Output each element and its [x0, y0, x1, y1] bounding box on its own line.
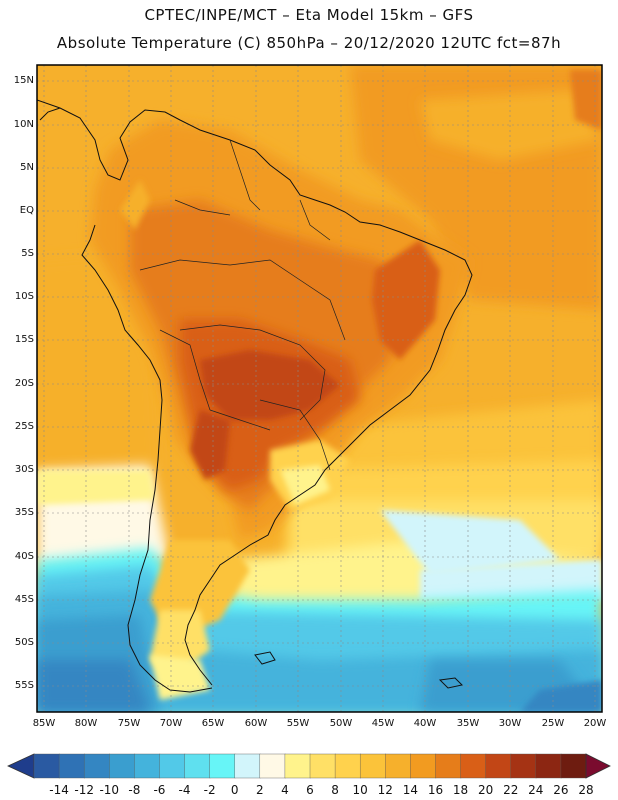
lat-label: 35S	[14, 507, 34, 518]
colorbar-label: -14	[49, 783, 69, 797]
colorbar-segment	[284, 753, 311, 779]
lat-label: 10N	[13, 119, 34, 130]
colorbar-segment	[109, 753, 136, 779]
colorbar-segment	[259, 753, 286, 779]
colorbar-label: 2	[255, 783, 264, 797]
colorbar-segment	[234, 753, 261, 779]
colorbar-label: 28	[578, 783, 594, 797]
colorbar-label: 22	[503, 783, 519, 797]
map-subtitle: Absolute Temperature (C) 850hPa – 20/12/…	[56, 34, 562, 52]
colorbar-low-arrow	[7, 753, 35, 779]
lon-label: 20W	[583, 718, 607, 729]
grid-lines	[37, 65, 602, 712]
coastlines	[37, 99, 473, 693]
lon-label: 65W	[201, 718, 225, 729]
colorbar-label: 12	[377, 783, 393, 797]
colorbar-label: 16	[427, 783, 444, 797]
lat-label: 5S	[21, 248, 34, 259]
colorbar-label: 6	[306, 783, 314, 797]
temperature-field	[37, 65, 602, 712]
colorbar-label: -8	[128, 783, 141, 797]
colorbar-label: -4	[178, 783, 191, 797]
colorbar-segment	[209, 753, 236, 779]
colorbar-label: 0	[230, 783, 239, 797]
colorbar-segment	[385, 753, 412, 779]
colorbar-segment	[460, 753, 487, 779]
colorbar-label: -10	[99, 783, 120, 797]
lat-label: 5N	[20, 162, 34, 173]
colorbar-segment	[485, 753, 512, 779]
colorbar-label: 8	[331, 783, 339, 797]
lat-label: 10S	[14, 291, 34, 302]
colorbar-segment	[134, 753, 161, 779]
colorbar-label: 14	[402, 783, 418, 797]
colorbar-segment	[184, 753, 211, 779]
colorbar-segment	[410, 753, 437, 779]
lat-label: 25S	[14, 421, 34, 432]
lon-label: 75W	[117, 718, 141, 729]
colorbar-label: 20	[477, 783, 494, 797]
colorbar-segment	[33, 753, 60, 779]
lat-label: 15N	[13, 75, 34, 86]
lat-label: 15S	[14, 334, 34, 345]
colorbar-segment	[83, 753, 110, 779]
lon-label: 30W	[498, 718, 522, 729]
lat-label: 40S	[14, 551, 34, 562]
lat-label: 55S	[14, 680, 34, 691]
colorbar-label: 26	[553, 783, 569, 797]
lon-label: 35W	[456, 718, 480, 729]
colorbar-segment	[535, 753, 562, 779]
lon-label: 40W	[413, 718, 437, 729]
colorbar-segment	[334, 753, 361, 779]
lat-label: 30S	[14, 464, 34, 475]
colorbar-label: 4	[281, 783, 289, 797]
colorbar-segment	[359, 753, 386, 779]
colorbar-label: -2	[203, 783, 216, 797]
country-borders	[139, 139, 346, 471]
lon-label: 25W	[541, 718, 565, 729]
map-title: CPTEC/INPE/MCT – Eta Model 15km – GFS	[144, 6, 474, 24]
colorbar-segment	[309, 753, 336, 779]
colorbar-segment	[560, 753, 587, 779]
colorbar-label: -6	[153, 783, 166, 797]
colorbar-segment	[159, 753, 186, 779]
colorbar-label: -12	[74, 783, 94, 797]
colorbar-segment	[58, 753, 85, 779]
lon-label: 45W	[371, 718, 395, 729]
lon-label: 55W	[286, 718, 310, 729]
lon-label: 50W	[329, 718, 353, 729]
colorbar-label: 24	[528, 783, 544, 797]
lon-label: 70W	[159, 718, 183, 729]
colorbar	[7, 753, 611, 779]
lon-label: 85W	[32, 718, 56, 729]
lat-label: 20S	[14, 378, 34, 389]
lon-label: 80W	[74, 718, 98, 729]
colorbar-label: 18	[452, 783, 469, 797]
lat-label: 45S	[14, 594, 34, 605]
lat-label: 50S	[14, 637, 34, 648]
colorbar-segment	[435, 753, 462, 779]
colorbar-label: 10	[352, 783, 368, 797]
colorbar-segment	[510, 753, 537, 779]
lon-label: 60W	[244, 718, 268, 729]
colorbar-high-arrow	[585, 753, 611, 779]
lat-label: EQ	[19, 205, 34, 216]
map-frame	[36, 64, 603, 713]
